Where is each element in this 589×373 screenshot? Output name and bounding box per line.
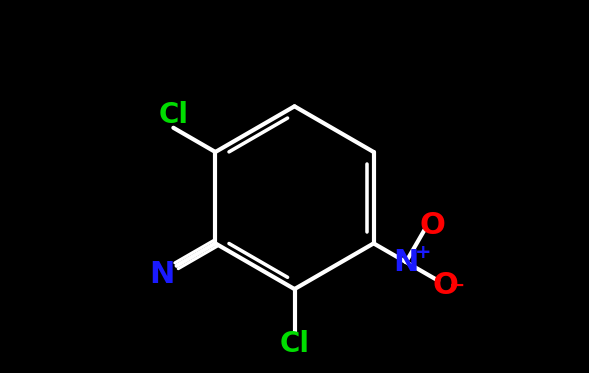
Text: N: N bbox=[150, 260, 175, 289]
Text: −: − bbox=[449, 276, 465, 295]
Text: N: N bbox=[393, 248, 419, 276]
Text: +: + bbox=[415, 243, 431, 262]
Text: O: O bbox=[420, 211, 446, 241]
Text: O: O bbox=[433, 271, 459, 300]
Text: Cl: Cl bbox=[280, 330, 309, 358]
Text: Cl: Cl bbox=[158, 101, 188, 129]
